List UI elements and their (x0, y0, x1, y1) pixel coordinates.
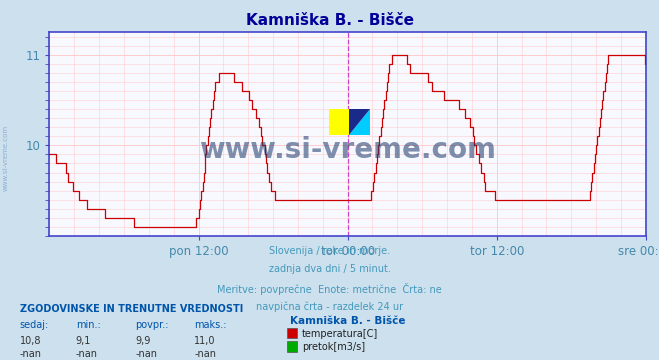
Text: 10,8: 10,8 (20, 336, 42, 346)
Text: -nan: -nan (76, 349, 98, 359)
Text: 9,1: 9,1 (76, 336, 91, 346)
Polygon shape (349, 109, 370, 135)
Text: Meritve: povprečne  Enote: metrične  Črta: ne: Meritve: povprečne Enote: metrične Črta:… (217, 283, 442, 295)
Text: povpr.:: povpr.: (135, 320, 169, 330)
Text: min.:: min.: (76, 320, 101, 330)
Polygon shape (349, 109, 370, 135)
Text: sedaj:: sedaj: (20, 320, 49, 330)
Text: zadnja dva dni / 5 minut.: zadnja dva dni / 5 minut. (269, 264, 390, 274)
Text: -nan: -nan (20, 349, 42, 359)
Text: Kamniška B. - Bišče: Kamniška B. - Bišče (290, 316, 405, 326)
Bar (329, 109, 349, 135)
Text: Kamniška B. - Bišče: Kamniška B. - Bišče (246, 13, 413, 28)
Text: Slovenija / reke in morje.: Slovenija / reke in morje. (269, 246, 390, 256)
Text: navpična črta - razdelek 24 ur: navpična črta - razdelek 24 ur (256, 302, 403, 312)
Text: temperatura[C]: temperatura[C] (302, 329, 378, 339)
Text: www.si-vreme.com: www.si-vreme.com (2, 125, 9, 192)
Text: -nan: -nan (135, 349, 157, 359)
Text: 9,9: 9,9 (135, 336, 150, 346)
Text: ZGODOVINSKE IN TRENUTNE VREDNOSTI: ZGODOVINSKE IN TRENUTNE VREDNOSTI (20, 304, 243, 314)
Text: www.si-vreme.com: www.si-vreme.com (199, 136, 496, 165)
Text: pretok[m3/s]: pretok[m3/s] (302, 342, 365, 352)
Text: 11,0: 11,0 (194, 336, 216, 346)
Text: maks.:: maks.: (194, 320, 227, 330)
Text: -nan: -nan (194, 349, 216, 359)
